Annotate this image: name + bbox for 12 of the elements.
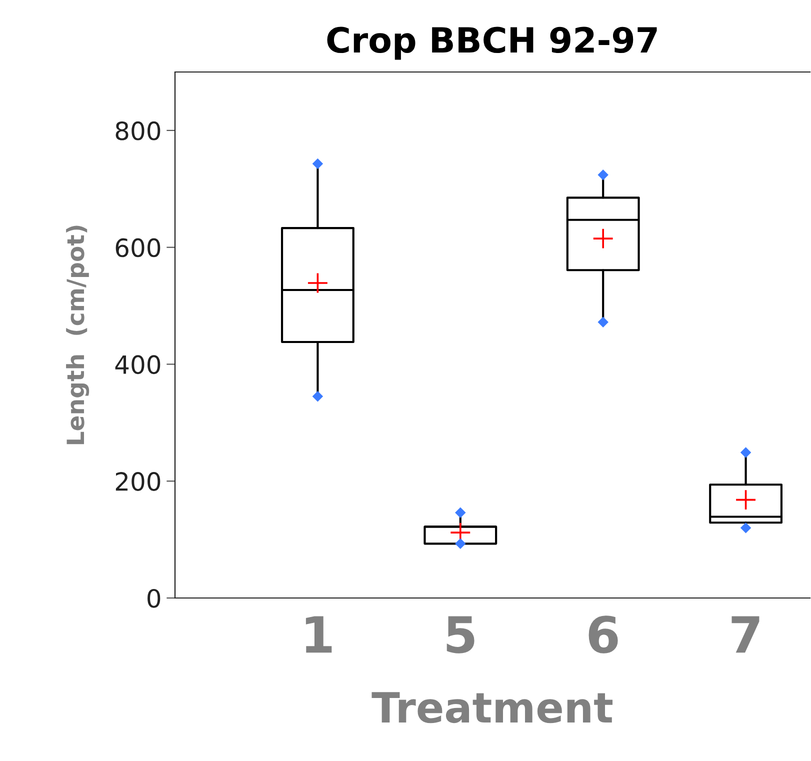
x-axis-title: Treatment [372, 692, 613, 724]
y-tick-label: 800 [116, 121, 160, 140]
x-tick-label: 6 [588, 616, 618, 654]
x-tick-label: 7 [732, 616, 760, 653]
y-tick-label: 200 [116, 472, 160, 491]
y-axis-title: Length (cm/pot) [66, 226, 90, 444]
y-tick-label: 0 [148, 588, 160, 608]
x-tick-label: 5 [446, 616, 474, 654]
x-tick-label: 1 [306, 616, 332, 653]
y-tick-label: 400 [115, 355, 160, 374]
chart-title: Crop BBCH 92-97 [327, 26, 657, 60]
y-tick-label: 600 [116, 238, 160, 258]
